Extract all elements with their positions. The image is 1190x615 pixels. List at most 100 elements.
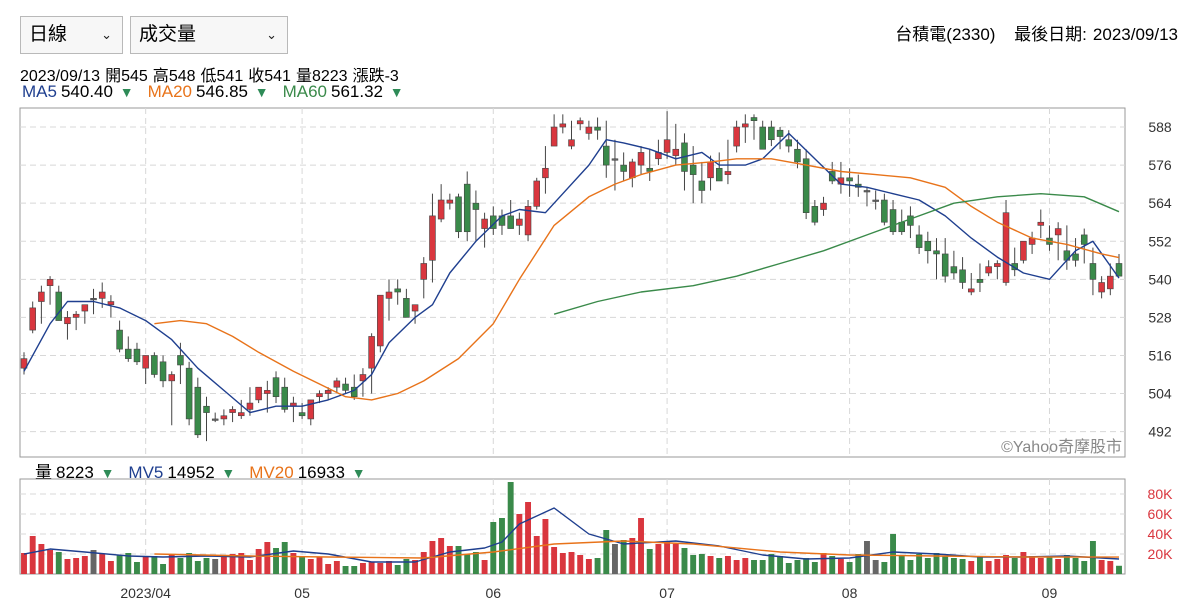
- candle: [629, 158, 636, 188]
- time-tick-label: 05: [294, 585, 310, 601]
- candle-body: [20, 358, 28, 369]
- volume-bar: [994, 559, 1001, 574]
- candle: [863, 187, 871, 207]
- stock-header: 台積電(2330) 最後日期: 2023/09/13: [895, 20, 1178, 45]
- volume-bar: [777, 556, 784, 574]
- candle-body: [768, 126, 775, 141]
- candle-body: [472, 202, 480, 210]
- candle: [715, 152, 723, 182]
- candle-body: [646, 167, 653, 172]
- volume-bar: [29, 536, 36, 574]
- mv5-label: MV5: [128, 463, 164, 482]
- candle-body: [1037, 221, 1045, 226]
- volume-bar: [212, 559, 219, 574]
- volume-bar: [38, 544, 45, 574]
- price-tick-label: 528: [1148, 309, 1172, 325]
- down-arrow-icon: ▼: [254, 84, 269, 100]
- candle-body: [872, 199, 879, 202]
- candle: [403, 288, 410, 318]
- volume-bar: [794, 560, 801, 574]
- volume-bar: [281, 542, 288, 574]
- open-value: 545: [121, 68, 148, 85]
- volume-bar: [837, 559, 844, 574]
- candle-body: [238, 412, 245, 417]
- candle: [1037, 209, 1045, 239]
- candle: [950, 250, 958, 280]
- time-tick-label: 08: [842, 585, 858, 601]
- candle: [976, 263, 984, 293]
- indicator-select[interactable]: 成交量 ⌄: [130, 16, 288, 54]
- volume-bar: [872, 560, 879, 574]
- candle: [924, 231, 932, 264]
- volume-bar: [194, 561, 201, 574]
- candle: [533, 177, 540, 210]
- volume-bar: [1098, 560, 1105, 574]
- volume-bar: [90, 550, 97, 574]
- candle: [820, 196, 827, 216]
- indicator-select-value: 成交量: [139, 24, 197, 45]
- candle: [333, 377, 341, 394]
- candle: [585, 120, 593, 140]
- volume-bar: [325, 564, 332, 574]
- candle: [881, 193, 888, 226]
- candle: [55, 285, 63, 321]
- candle-body: [620, 164, 627, 172]
- candle-body: [455, 196, 462, 233]
- candle: [142, 355, 149, 385]
- volume-bar: [603, 530, 610, 574]
- candle-body: [281, 386, 288, 410]
- price-legend: MA5 540.40 ▼ MA20 546.85 ▼ MA60 561.32 ▼: [22, 82, 418, 102]
- candle: [802, 149, 810, 220]
- candle-body: [533, 180, 540, 207]
- volume-bar: [116, 555, 123, 574]
- candle-body: [29, 307, 36, 331]
- candle-body: [90, 298, 97, 301]
- candle-body: [550, 126, 558, 147]
- candle-body: [568, 139, 575, 147]
- candle: [1028, 231, 1036, 254]
- price-panel[interactable]: [19, 107, 1126, 458]
- volume-tick-label: 60K: [1148, 506, 1174, 522]
- candle: [1002, 200, 1010, 286]
- candle: [394, 279, 401, 305]
- quote-line: 2023/09/13 開545 高548 低541 收541 量8223 漲跌-3: [20, 62, 404, 86]
- volume-bar: [742, 558, 749, 574]
- candle-body: [907, 215, 914, 226]
- chevron-down-icon: ⌄: [266, 27, 277, 42]
- ma20-value: 546.85: [195, 82, 248, 101]
- candle: [133, 342, 141, 365]
- candle-body: [429, 215, 436, 261]
- period-select[interactable]: 日線 ⌄: [20, 16, 123, 54]
- candle: [776, 127, 784, 150]
- candle-body: [715, 167, 723, 182]
- volume-bar: [1046, 557, 1053, 574]
- volume-bar: [1063, 555, 1070, 574]
- candle-body: [437, 199, 445, 220]
- candle: [524, 200, 532, 242]
- candle: [46, 276, 54, 305]
- volume-bar: [177, 558, 184, 574]
- volume-bar: [107, 561, 114, 574]
- high-label: 高: [152, 68, 169, 85]
- low-value: 541: [216, 68, 244, 85]
- candle: [220, 409, 228, 426]
- candle-body: [976, 279, 984, 283]
- ma5-line: [23, 132, 1120, 414]
- volume-bar: [533, 536, 540, 574]
- candle: [125, 336, 132, 362]
- volume-bar: [481, 560, 488, 574]
- candle-body: [229, 409, 236, 413]
- high-value: 548: [168, 68, 196, 85]
- candle-body: [159, 361, 167, 382]
- mv20-label: MV20: [249, 463, 294, 482]
- candle-body: [889, 209, 897, 233]
- volume-bar: [820, 553, 827, 574]
- volume-bar: [412, 560, 419, 574]
- candle: [507, 200, 514, 229]
- price-tick-label: 564: [1148, 195, 1172, 211]
- volume-bar: [733, 560, 740, 574]
- volume-bar: [785, 563, 792, 574]
- volume-tick-label: 40K: [1148, 526, 1174, 542]
- volume-bar: [238, 553, 245, 574]
